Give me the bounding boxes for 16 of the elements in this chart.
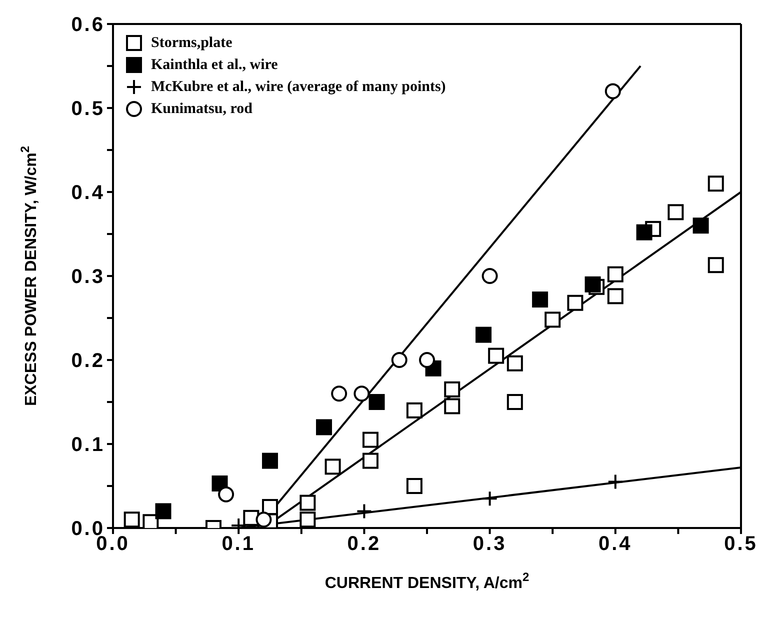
x-axis-title: CURRENT DENSITY, A/cm$^{2}$: [324, 570, 530, 592]
y-tick-label: 0.1: [71, 434, 105, 456]
x-tick-label: 0.2: [347, 533, 382, 556]
x-tick-label: 0.3: [472, 533, 507, 556]
y-tick-label: 0.2: [71, 350, 105, 372]
x-tick-label: 0.5: [724, 533, 758, 556]
x-tick-label: 0.4: [598, 533, 632, 556]
legend-label: Storms,plate: [151, 34, 232, 52]
x-tick-label: 0.1: [222, 533, 256, 556]
legend-label: Kainthla et al., wire: [151, 56, 278, 74]
y-tick-label: 0.3: [71, 266, 105, 288]
legend-label: McKubre et al., wire (average of many points): [151, 78, 446, 96]
y-tick-label: 0.4: [71, 182, 105, 204]
y-tick-label: 0.5: [71, 98, 105, 120]
y-tick-label: 0.6: [71, 14, 105, 36]
legend-label: Kunimatsu, rod: [151, 100, 252, 118]
